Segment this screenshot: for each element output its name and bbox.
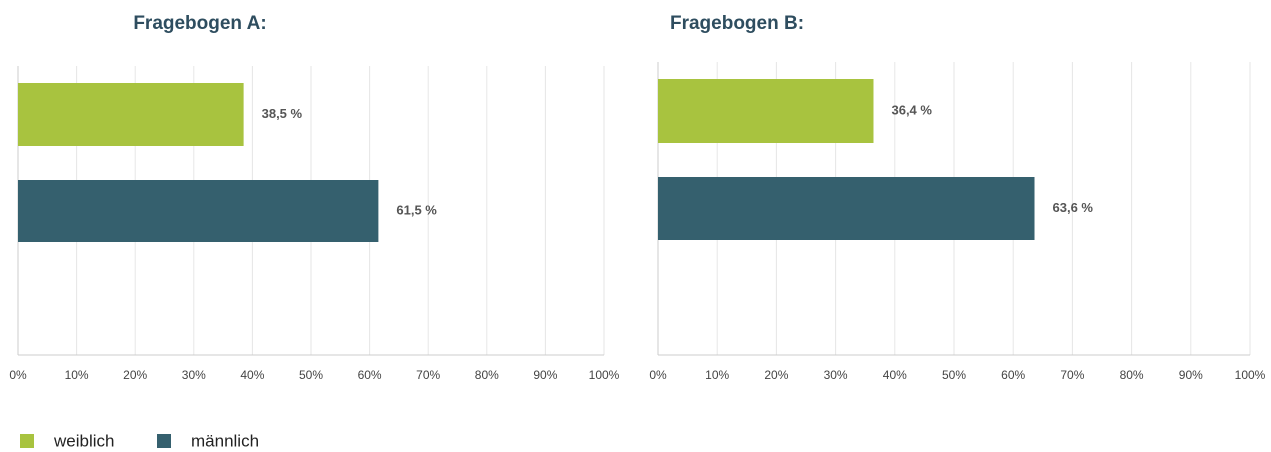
x-tick-label: 70% [1060, 368, 1084, 382]
x-tick-label: 100% [1235, 368, 1266, 382]
legend-label: männlich [191, 431, 259, 450]
x-tick-label: 40% [883, 368, 907, 382]
legend-swatch [20, 434, 34, 448]
x-tick-label: 50% [942, 368, 966, 382]
chart-title: Fragebogen B: [670, 13, 804, 34]
x-tick-label: 40% [240, 368, 264, 382]
bar [658, 79, 874, 143]
x-tick-label: 60% [358, 368, 382, 382]
x-tick-label: 80% [1120, 368, 1144, 382]
x-tick-label: 70% [416, 368, 440, 382]
x-tick-label: 90% [533, 368, 557, 382]
x-tick-label: 30% [824, 368, 848, 382]
x-tick-label: 60% [1001, 368, 1025, 382]
x-tick-label: 30% [182, 368, 206, 382]
x-tick-label: 100% [589, 368, 620, 382]
value-label: 63,6 % [1053, 200, 1094, 215]
legend-swatch [157, 434, 171, 448]
x-tick-label: 20% [123, 368, 147, 382]
bar [658, 177, 1035, 240]
value-label: 38,5 % [262, 106, 303, 121]
x-tick-label: 20% [764, 368, 788, 382]
x-tick-label: 90% [1179, 368, 1203, 382]
x-tick-label: 50% [299, 368, 323, 382]
x-tick-label: 0% [649, 368, 667, 382]
bar [18, 180, 379, 242]
chart-title: Fragebogen A: [133, 13, 266, 34]
bar [18, 83, 244, 146]
x-tick-label: 10% [705, 368, 729, 382]
value-label: 36,4 % [891, 102, 932, 117]
x-tick-label: 10% [65, 368, 89, 382]
x-tick-label: 0% [9, 368, 27, 382]
value-label: 61,5 % [396, 202, 437, 217]
legend-label: weiblich [53, 431, 114, 450]
x-tick-label: 80% [475, 368, 499, 382]
